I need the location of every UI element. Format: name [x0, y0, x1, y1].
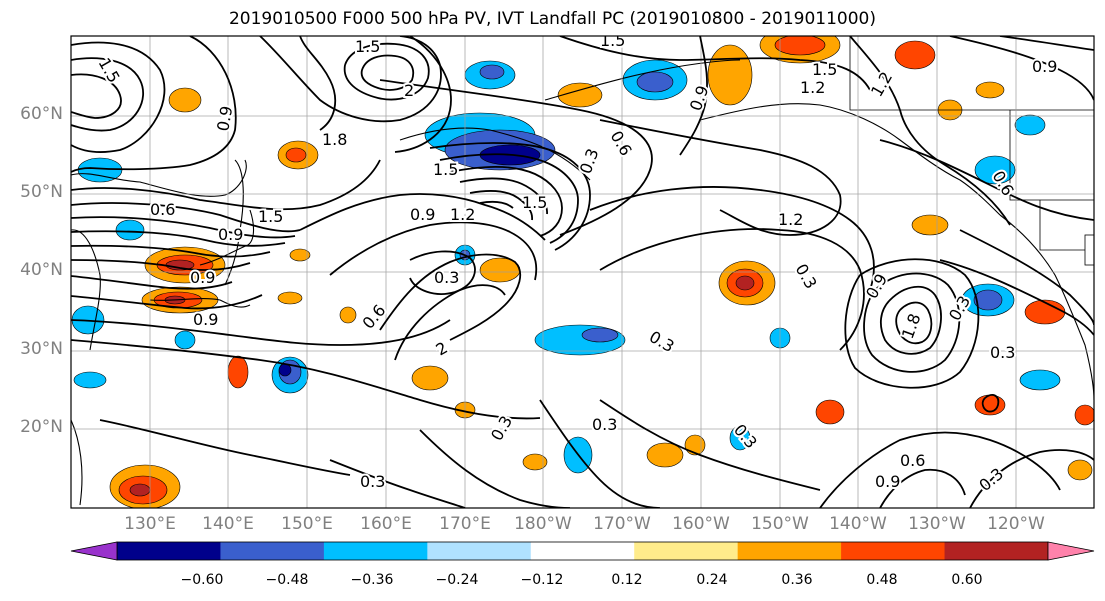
lon-tick-label: 120°W	[987, 514, 1045, 534]
colorbar-swatch	[841, 542, 946, 560]
plot-frame	[70, 35, 1095, 509]
contour-label: 0.6	[900, 451, 925, 470]
colorbar-tick-label: −0.36	[350, 572, 394, 588]
colorbar	[70, 541, 1095, 561]
lon-tick-label: 150°W	[751, 514, 809, 534]
contour-label: 0.3	[990, 343, 1015, 362]
colorbar-swatch	[944, 542, 1049, 560]
colorbar-max-extension	[1047, 541, 1095, 561]
colorbar-swatch	[530, 542, 635, 560]
contour-label: 1.5	[355, 37, 380, 56]
colorbar-swatch	[737, 542, 842, 560]
colorbar-tick-label: 0.12	[611, 572, 643, 588]
borders	[849, 36, 1094, 266]
contour-label: 0.9	[190, 268, 215, 287]
contour-label: 1.8	[322, 130, 347, 149]
contour-label: 1.2	[778, 210, 803, 229]
lat-tick-label: 50°N	[20, 182, 63, 202]
colorbar-tick-label: 0.24	[696, 572, 728, 588]
lon-tick-label: 140°W	[829, 514, 887, 534]
contour-label: 0.6	[150, 200, 175, 219]
lat-tick-label: 30°N	[20, 339, 63, 359]
colorbar-swatch	[323, 542, 428, 560]
contour-label: 1.5	[600, 31, 625, 50]
colorbar-tick-label: −0.48	[265, 572, 309, 588]
contour-label: 0.9	[193, 310, 218, 329]
lon-tick-label: 150°E	[281, 514, 333, 534]
lon-tick-label: 160°W	[672, 514, 730, 534]
colorbar-tick-label: 0.60	[951, 572, 983, 588]
lon-tick-label: 130°W	[908, 514, 966, 534]
lon-tick-label: 180°W	[514, 514, 572, 534]
colorbar-tick-label: 0.48	[866, 572, 898, 588]
contour-label: 1.5	[522, 193, 547, 212]
contour-label: 0.9	[1032, 57, 1057, 76]
lon-tick-label: 170°W	[593, 514, 651, 534]
lon-tick-label: 170°E	[439, 514, 491, 534]
gridlines	[71, 36, 1094, 508]
colorbar-swatch	[220, 542, 325, 560]
map-title: 2019010500 F000 500 hPa PV, IVT Landfall…	[228, 9, 876, 29]
contour-label: 0.3	[360, 472, 385, 491]
colorbar-min-extension	[70, 541, 118, 561]
contour-label: 2	[404, 81, 414, 100]
contour-label: 0.9	[218, 225, 243, 244]
colorbar-tick-label: −0.60	[180, 572, 224, 588]
contour-label: 1.5	[433, 160, 458, 179]
lon-tick-label: 140°E	[202, 514, 254, 534]
lon-tick-label: 160°E	[360, 514, 412, 534]
lon-tick-label: 130°E	[124, 514, 176, 534]
contour-label: 1.2	[800, 78, 825, 97]
colorbar-swatch	[117, 542, 221, 560]
contour-label: 0.3	[434, 268, 459, 287]
contour-label: 0.9	[410, 205, 435, 224]
colorbar-swatch	[427, 542, 532, 560]
contour-label: 0.3	[592, 415, 617, 434]
colorbar-tick-label: 0.36	[781, 572, 813, 588]
lat-tick-label: 20°N	[20, 417, 63, 437]
pv-contours	[71, 36, 1094, 508]
colorbar-tick-label: −0.12	[520, 572, 564, 588]
contour-label: 1.5	[258, 207, 283, 226]
coastlines	[71, 59, 1094, 506]
lat-tick-label: 60°N	[20, 104, 63, 124]
lat-tick-label: 40°N	[20, 260, 63, 280]
contour-label: 1.5	[812, 60, 837, 79]
colorbar-tick-label: −0.24	[435, 572, 479, 588]
contour-label: 0.9	[875, 472, 900, 491]
colorbar-swatch	[634, 542, 739, 560]
contour-label: 1.2	[450, 205, 475, 224]
